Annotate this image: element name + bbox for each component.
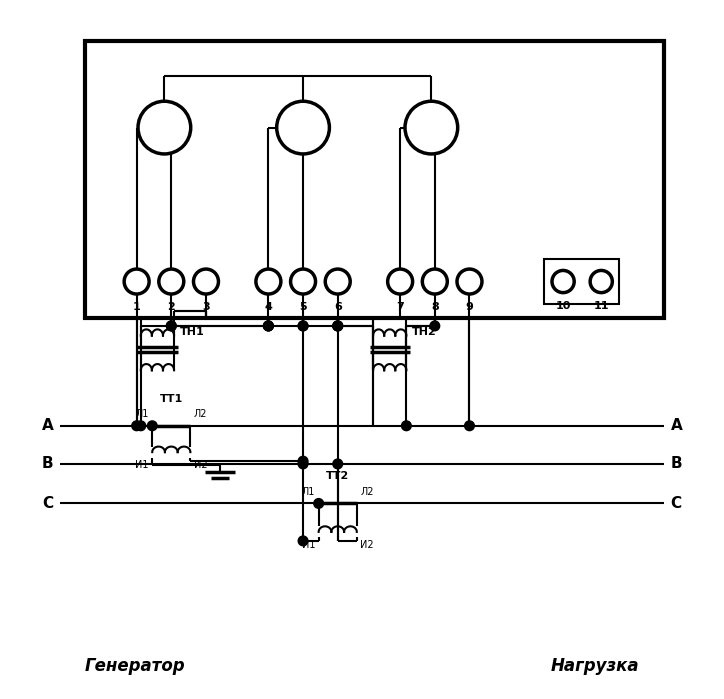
Circle shape bbox=[387, 269, 413, 294]
Circle shape bbox=[325, 269, 350, 294]
Text: A: A bbox=[670, 418, 682, 433]
Text: 4: 4 bbox=[264, 303, 272, 312]
Circle shape bbox=[167, 321, 176, 331]
Circle shape bbox=[298, 321, 308, 331]
Circle shape bbox=[290, 269, 316, 294]
Text: C: C bbox=[42, 496, 54, 511]
Text: 11: 11 bbox=[594, 301, 609, 311]
Circle shape bbox=[298, 459, 308, 469]
Circle shape bbox=[313, 498, 324, 508]
Circle shape bbox=[552, 271, 574, 293]
Text: C: C bbox=[670, 496, 682, 511]
Text: И2: И2 bbox=[361, 540, 374, 550]
Circle shape bbox=[264, 321, 273, 331]
Text: 7: 7 bbox=[396, 303, 404, 312]
Text: Нагрузка: Нагрузка bbox=[551, 658, 639, 675]
Circle shape bbox=[132, 421, 141, 431]
Text: 2: 2 bbox=[167, 303, 175, 312]
Circle shape bbox=[422, 269, 447, 294]
Circle shape bbox=[159, 269, 184, 294]
Text: Генератор: Генератор bbox=[85, 658, 185, 675]
Text: B: B bbox=[670, 456, 682, 471]
Circle shape bbox=[124, 269, 149, 294]
Text: Л1: Л1 bbox=[135, 410, 148, 419]
Circle shape bbox=[264, 321, 273, 331]
Circle shape bbox=[298, 321, 308, 331]
Bar bbox=[85, 41, 664, 318]
Text: И1: И1 bbox=[302, 540, 315, 550]
Text: 3: 3 bbox=[202, 303, 210, 312]
Text: ТТ1: ТТ1 bbox=[160, 394, 183, 403]
Circle shape bbox=[277, 101, 329, 154]
Text: И1: И1 bbox=[135, 460, 148, 470]
Circle shape bbox=[402, 421, 411, 431]
Text: ТН1: ТН1 bbox=[180, 327, 204, 337]
Text: Л2: Л2 bbox=[194, 410, 207, 419]
Text: A: A bbox=[42, 418, 54, 433]
Circle shape bbox=[256, 269, 281, 294]
Circle shape bbox=[590, 271, 613, 293]
Circle shape bbox=[264, 321, 273, 331]
Text: 1: 1 bbox=[132, 303, 140, 312]
Circle shape bbox=[333, 321, 342, 331]
Circle shape bbox=[405, 101, 458, 154]
Bar bbox=[544, 259, 618, 305]
Circle shape bbox=[298, 456, 308, 466]
Circle shape bbox=[333, 459, 342, 469]
Text: 10: 10 bbox=[555, 301, 571, 311]
Circle shape bbox=[193, 269, 219, 294]
Circle shape bbox=[138, 101, 190, 154]
Text: ТТ2: ТТ2 bbox=[326, 471, 350, 481]
Circle shape bbox=[136, 421, 146, 431]
Text: Л1: Л1 bbox=[302, 487, 315, 497]
Circle shape bbox=[457, 269, 482, 294]
Text: 8: 8 bbox=[431, 303, 439, 312]
Text: B: B bbox=[42, 456, 54, 471]
Circle shape bbox=[465, 421, 474, 431]
Circle shape bbox=[298, 536, 308, 546]
Circle shape bbox=[148, 421, 157, 431]
Circle shape bbox=[333, 321, 342, 331]
Text: ТН2: ТН2 bbox=[412, 327, 437, 337]
Text: 9: 9 bbox=[466, 303, 473, 312]
Text: 5: 5 bbox=[299, 303, 307, 312]
Circle shape bbox=[167, 321, 176, 331]
Text: И2: И2 bbox=[194, 460, 208, 470]
Circle shape bbox=[430, 321, 439, 331]
Text: 6: 6 bbox=[334, 303, 342, 312]
Circle shape bbox=[333, 321, 342, 331]
Text: Л2: Л2 bbox=[361, 487, 374, 497]
